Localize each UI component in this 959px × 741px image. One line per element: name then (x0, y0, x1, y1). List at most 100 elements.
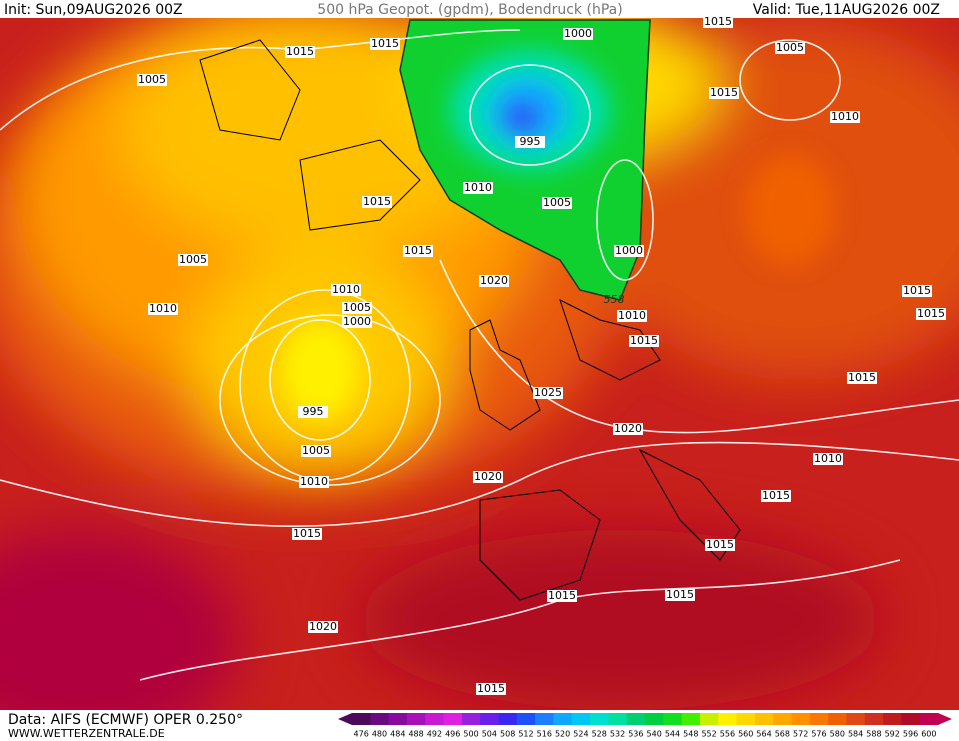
valid-time: Valid: Tue,11AUG2026 00Z (753, 2, 940, 18)
isobar-label: 1015 (848, 371, 876, 384)
isobar-label-box (403, 245, 433, 257)
colorbar-swatch (828, 713, 847, 725)
colorbar-swatch (443, 713, 463, 725)
colorbar-label: 528 (592, 730, 607, 739)
isobar-label: 1010 (814, 452, 842, 465)
isobar-label-box (547, 590, 577, 602)
isobar-label-box (299, 476, 329, 488)
colorbar-swatch (553, 713, 573, 725)
colorbar-swatch (846, 713, 866, 725)
isobar-label: 1000 (564, 27, 592, 40)
isobar-label-box (613, 423, 643, 435)
isobar-label: 1015 (762, 489, 790, 502)
colorbar-swatch (809, 713, 829, 725)
colorbar-label: 556 (720, 730, 735, 739)
colorbar-label: 536 (628, 730, 643, 739)
colorbar-swatch (370, 713, 390, 725)
colorbar-swatch (754, 713, 774, 725)
colorbar-label: 576 (811, 730, 826, 739)
colorbar-label: 524 (573, 730, 588, 739)
colorbar-swatch (480, 713, 499, 725)
data-source: Data: AIFS (ECMWF) OPER 0.250° (8, 712, 243, 728)
isobar-label-box (775, 42, 805, 54)
isobar-label-box (148, 303, 178, 315)
isobar-label-box (761, 490, 791, 502)
isobar-label-box (298, 406, 328, 418)
colorbar-swatch (388, 713, 408, 725)
isobar-label-box (665, 589, 695, 601)
colorbar-label: 512 (518, 730, 533, 739)
isobar-label-box (813, 453, 843, 465)
isobar-label: 1005 (138, 73, 166, 86)
colorbar-arrow-right (938, 713, 952, 725)
isobar-label: 1010 (618, 309, 646, 322)
isobar-label-box (308, 621, 338, 633)
colorbar-swatch (590, 713, 609, 725)
isobar-label: 1010 (149, 302, 177, 315)
colorbar-label: 476 (354, 730, 369, 739)
isobar-label-box (533, 387, 563, 399)
colorbar-label: 592 (885, 730, 900, 739)
isobar-label-box (629, 335, 659, 347)
colorbar-swatch (773, 713, 792, 725)
isobar-label: 1015 (477, 682, 505, 695)
colorbar-label: 540 (647, 730, 662, 739)
isobar-label-box (362, 196, 392, 208)
isobar-label: 1020 (474, 470, 502, 483)
isobar-label: 1020 (480, 274, 508, 287)
colorbar-label: 532 (610, 730, 625, 739)
colorbar-swatch (699, 713, 719, 725)
isobar-label-box (542, 197, 572, 209)
isobar-label: 1015 (706, 538, 734, 551)
isobar-label: 1015 (710, 86, 738, 99)
isobar-label: 1000 (343, 315, 371, 328)
isobar-label-box (331, 284, 361, 296)
colorbar-swatch (718, 713, 738, 725)
isobar-label: 1000 (615, 244, 643, 257)
colorbar-label: 552 (701, 730, 716, 739)
colorbar-swatch (461, 713, 481, 725)
isobar-label-box (563, 28, 593, 40)
colorbar: 476 480 484 488 492 496 500 504 508 512 516 520 524 5… (338, 713, 952, 739)
isobar-label: 1015 (903, 284, 931, 297)
colorbar-label: 568 (775, 730, 790, 739)
isobar-labels: 1015 1015 1005 1000 995 1015 1005 1015 1010 1015 1… (137, 15, 946, 695)
isobar-label: 995 (303, 405, 324, 418)
isobar-label: 1015 (286, 45, 314, 58)
isobar-label: 1015 (666, 588, 694, 601)
isobar-label-box (342, 316, 372, 328)
isobar-label: 1015 (704, 15, 732, 28)
isobar-label: 1015 (371, 37, 399, 50)
colorbar-label: 560 (738, 730, 753, 739)
colorbar-swatch (681, 713, 701, 725)
isobar-label-box (292, 528, 322, 540)
colorbar-swatch (663, 713, 683, 725)
colorbar-swatch (791, 713, 811, 725)
isobar-label-box (370, 38, 400, 50)
colorbar-label: 500 (463, 730, 478, 739)
colorbar-label: 544 (665, 730, 680, 739)
isobar-label: 1005 (776, 41, 804, 54)
isobar-label: 1015 (630, 334, 658, 347)
isobar-label: 1010 (464, 181, 492, 194)
colorbar-label: 596 (903, 730, 918, 739)
map-title: 500 hPa Geopot. (gpdm), Bodendruck (hPa) (317, 2, 622, 18)
website: WWW.WETTERZENTRALE.DE (8, 727, 165, 740)
colorbar-label: 548 (683, 730, 698, 739)
colorbar-swatch (626, 713, 646, 725)
colorbar-swatch (425, 713, 445, 725)
isobar-label: 1005 (302, 444, 330, 457)
isobar-label-box (830, 111, 860, 123)
colorbar-swatch (883, 713, 902, 725)
isobar-label: 1005 (179, 253, 207, 266)
isobar-label: 1020 (614, 422, 642, 435)
isobar-label: 1020 (309, 620, 337, 633)
colorbar-arrow-left (338, 713, 352, 725)
isobar-label-box (703, 16, 733, 28)
isobar-label-box (178, 254, 208, 266)
colorbar-label: 484 (390, 730, 405, 739)
isobar-label: 1015 (548, 589, 576, 602)
